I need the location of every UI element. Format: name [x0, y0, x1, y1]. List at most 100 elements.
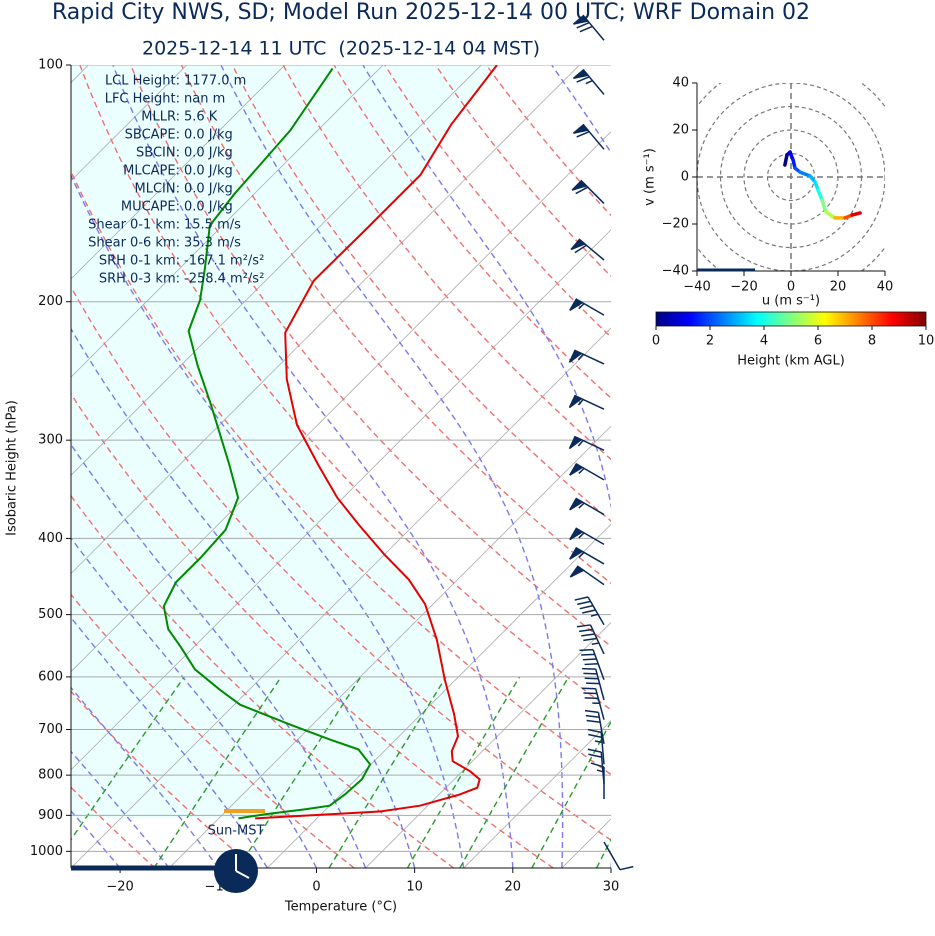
stat-label: SBCIN:	[136, 146, 180, 161]
dry-adiabat	[71, 285, 611, 841]
dry-adiabat	[130, 65, 611, 648]
colorbar-tick-label: 8	[868, 334, 876, 349]
stat-value: 0.0 J/kg	[184, 128, 233, 143]
hodograph-segment	[816, 188, 824, 202]
dry-adiabat	[435, 65, 611, 278]
dry-adiabat	[485, 65, 611, 217]
colorbar-tick-label: 10	[918, 334, 935, 349]
stat-label: MLCAPE:	[123, 164, 180, 179]
y-axis-label: Isobaric Height (hPa)	[5, 400, 20, 536]
dry-adiabat	[71, 690, 256, 868]
wind-barb	[569, 546, 605, 565]
wind-barb	[569, 527, 605, 545]
hodograph-segment	[798, 170, 812, 178]
skewt-plot	[71, 65, 741, 868]
x-tick-label: −20	[106, 880, 133, 895]
stat-label: MUCAPE:	[121, 200, 180, 215]
stat-value: 15.5 m/s	[184, 218, 241, 233]
moist-adiabat	[112, 65, 514, 868]
x-tick-label: 20	[505, 880, 522, 895]
y-tick-label: 100	[38, 58, 63, 73]
mixing-ratio-line	[644, 677, 741, 868]
stat-value: -167.1 m²/s²	[184, 254, 264, 269]
hodograph-segment	[824, 210, 837, 220]
mixing-ratio-line	[531, 720, 611, 868]
mixing-ratio-line	[71, 676, 185, 841]
dry-adiabat	[71, 593, 355, 868]
dry-adiabat	[71, 786, 156, 868]
hodo-y-label: v (m s⁻¹)	[643, 148, 658, 206]
hodograph-plot	[697, 83, 885, 271]
profile-line	[255, 65, 498, 820]
isotherm	[71, 65, 482, 476]
isotherm	[71, 65, 580, 574]
stat-value: 0.0 J/kg	[184, 146, 233, 161]
x-tick-label: 10	[406, 880, 423, 895]
wind-barb	[569, 462, 605, 481]
wind-barb	[582, 687, 605, 720]
stat-value: -258.4 m²/s²	[184, 272, 264, 287]
isotherm	[463, 720, 611, 868]
stat-label: Shear 0-6 km:	[88, 236, 180, 251]
colorbar	[655, 311, 927, 327]
colorbar-tick-label: 0	[652, 334, 660, 349]
wind-barb	[569, 497, 605, 516]
mixing-ratio-line	[406, 676, 521, 868]
y-tick-label: −40	[662, 264, 689, 279]
clock-hands	[235, 854, 250, 879]
y-tick-label: 0	[681, 170, 689, 185]
mixing-ratio-line	[153, 676, 282, 868]
wind-barb	[582, 667, 605, 701]
wind-barb	[572, 68, 605, 95]
wind-barb	[576, 624, 605, 655]
dry-adiabat	[71, 169, 611, 776]
hodograph-segment	[850, 211, 862, 217]
y-tick-label: 400	[38, 531, 63, 546]
stat-value: 35.3 m/s	[184, 236, 241, 251]
x-tick-label: −20	[730, 280, 757, 295]
moist-adiabat	[71, 686, 219, 868]
wind-barb	[572, 14, 605, 41]
isotherm	[561, 818, 611, 868]
profile-line	[162, 67, 372, 820]
y-tick-label: 200	[38, 294, 63, 309]
y-tick-label: 600	[38, 669, 63, 684]
stat-value: 5.6 K	[184, 110, 218, 125]
dry-adiabat	[71, 392, 554, 868]
subtitle: 2025-12-14 11 UTC (2025-12-14 04 MST)	[142, 38, 540, 60]
isotherm	[365, 622, 611, 868]
wind-barb	[569, 565, 605, 586]
dry-adiabat	[180, 65, 611, 585]
stat-value: 1177.0 m	[184, 74, 246, 89]
isotherm	[71, 327, 611, 868]
x-axis-label: Temperature (°C)	[284, 900, 397, 915]
x-tick-label: 40	[877, 280, 894, 295]
wind-barb	[584, 709, 605, 744]
isotherm	[267, 523, 611, 868]
wind-barb	[590, 762, 605, 800]
stat-value: nan m	[184, 92, 225, 107]
dry-adiabat	[282, 65, 611, 461]
wind-barb	[568, 435, 605, 451]
colorbar-tick-label: 4	[760, 334, 768, 349]
x-tick-label: 30	[603, 880, 620, 895]
wind-barb	[568, 394, 605, 410]
wind-barb	[574, 596, 605, 626]
y-tick-label: −20	[662, 217, 689, 232]
wind-barb	[587, 728, 605, 765]
stat-label: SBCAPE:	[125, 128, 180, 143]
y-tick-label: 500	[38, 607, 63, 622]
wind-barb	[603, 841, 634, 871]
colorbar-tick-label: 6	[814, 334, 822, 349]
wind-barb	[579, 648, 605, 680]
y-tick-label: 700	[38, 722, 63, 737]
stat-label: SRH 0-1 km:	[99, 254, 180, 269]
y-tick-label: 800	[38, 768, 63, 783]
title: Rapid City NWS, SD; Model Run 2025-12-14…	[52, 0, 810, 25]
y-tick-label: 20	[672, 123, 689, 138]
dry-adiabat	[384, 65, 611, 339]
stat-label: Shear 0-1 km:	[88, 218, 180, 233]
stat-value: 0.0 J/kg	[184, 200, 233, 215]
y-tick-label: 40	[672, 76, 689, 91]
x-tick-label: −40	[683, 280, 710, 295]
